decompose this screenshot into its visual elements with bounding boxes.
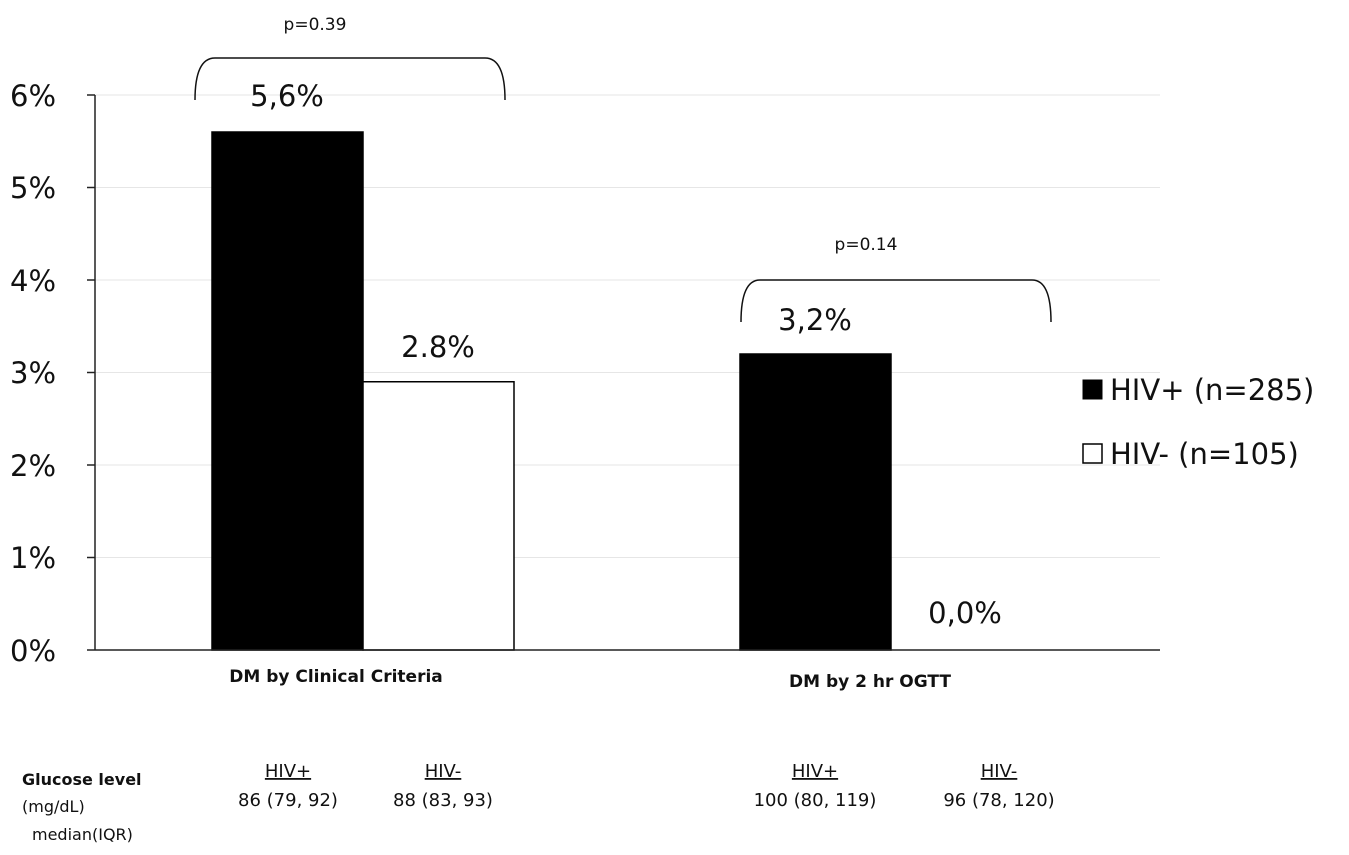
axes bbox=[87, 94, 1160, 651]
legend: HIV+ (n=285) HIV- (n=105) bbox=[1082, 373, 1314, 471]
y-tick-label: 2% bbox=[10, 449, 56, 483]
p-value-label: p=0.14 bbox=[835, 235, 898, 255]
y-tick-labels: 0% 1% 2% 3% 4% 5% 6% bbox=[10, 79, 56, 668]
p-value-label: p=0.39 bbox=[284, 15, 347, 35]
y-tick-label: 1% bbox=[10, 541, 56, 575]
legend-label: HIV- (n=105) bbox=[1110, 437, 1299, 471]
bar bbox=[739, 353, 892, 651]
glucose-table: Glucose level (mg/dL) median(IQR) HIV+ 8… bbox=[22, 761, 1055, 844]
data-label: 0,0% bbox=[928, 596, 1002, 630]
data-label: 5,6% bbox=[250, 79, 324, 113]
glucose-group-value: 96 (78, 120) bbox=[943, 790, 1054, 811]
legend-swatch-hiv-negative bbox=[1082, 443, 1103, 464]
significance-bracket bbox=[194, 57, 506, 101]
significance-bracket bbox=[740, 279, 1052, 323]
legend-label: HIV+ (n=285) bbox=[1110, 373, 1314, 407]
x-category-label: DM by 2 hr OGTT bbox=[789, 672, 951, 692]
data-label: 2.8% bbox=[401, 330, 475, 364]
data-label: 3,2% bbox=[778, 303, 852, 337]
glucose-title: Glucose level bbox=[22, 770, 142, 789]
glucose-group-value: 88 (83, 93) bbox=[393, 790, 493, 811]
glucose-group-label: HIV+ bbox=[792, 761, 838, 782]
glucose-stat: median(IQR) bbox=[32, 825, 133, 844]
glucose-group-label: HIV- bbox=[425, 761, 462, 782]
glucose-group-value: 86 (79, 92) bbox=[238, 790, 338, 811]
y-tick-label: 4% bbox=[10, 264, 56, 298]
bar bbox=[211, 131, 364, 651]
x-category-label: DM by Clinical Criteria bbox=[229, 667, 443, 687]
legend-swatch-hiv-positive bbox=[1082, 379, 1103, 400]
glucose-group-value: 100 (80, 119) bbox=[754, 790, 877, 811]
bar bbox=[362, 381, 515, 651]
y-tick-label: 5% bbox=[10, 171, 56, 205]
glucose-unit: (mg/dL) bbox=[22, 797, 85, 816]
bars bbox=[211, 131, 892, 651]
y-tick-label: 0% bbox=[10, 634, 56, 668]
glucose-group-label: HIV+ bbox=[265, 761, 311, 782]
glucose-group-label: HIV- bbox=[981, 761, 1018, 782]
y-tick-label: 3% bbox=[10, 356, 56, 390]
y-tick-label: 6% bbox=[10, 79, 56, 113]
